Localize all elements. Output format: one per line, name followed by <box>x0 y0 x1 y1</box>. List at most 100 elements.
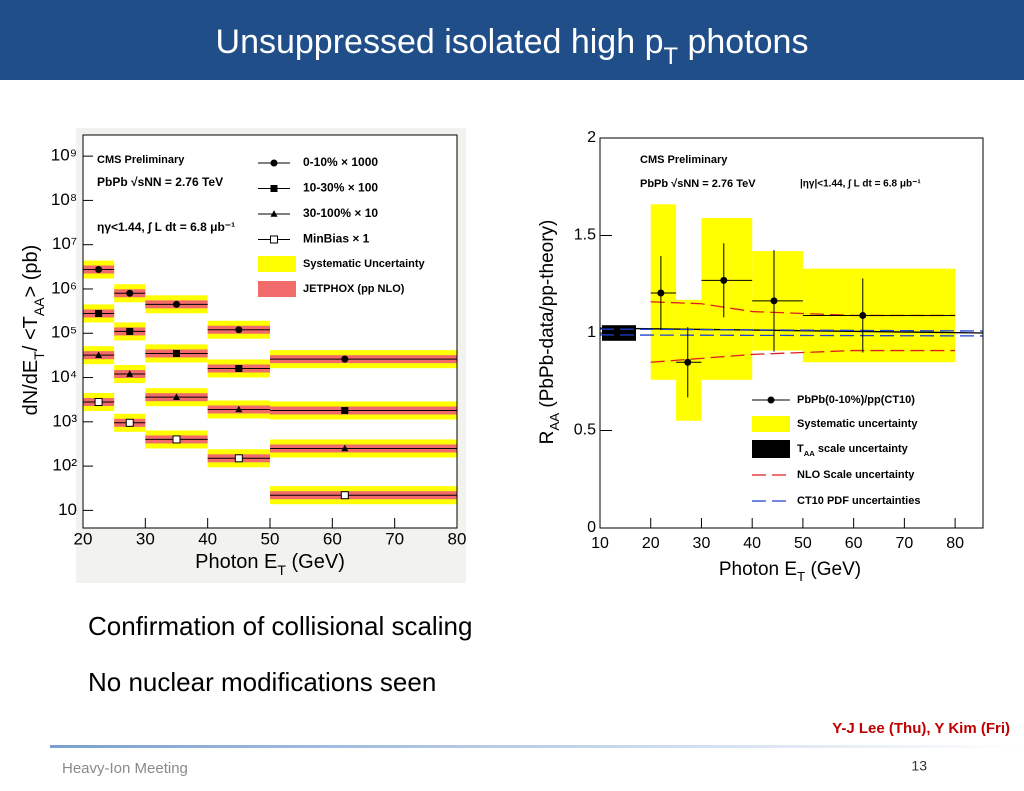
subscript: T <box>31 351 47 360</box>
legend-label: 10-30% × 100 <box>303 181 378 195</box>
bullet: No nuclear modifications seen <box>88 667 436 697</box>
theory-line <box>599 334 984 337</box>
credit: Y-J Lee (Thu), Y Kim (Fri) <box>832 720 1010 737</box>
marker <box>125 418 134 427</box>
x-tick-label: 70 <box>895 535 913 552</box>
legend-label: CT10 PDF uncertainties <box>797 495 920 507</box>
text-part: / <T <box>20 316 42 351</box>
annotation: PbPb √sNN = 2.76 TeV <box>97 175 223 189</box>
y-tick-label: 10⁶ <box>51 278 77 297</box>
annotation: PbPb √sNN = 2.76 TeV <box>640 178 756 190</box>
x-axis-label: Photon ET (GeV) <box>195 551 345 577</box>
legend-marker <box>270 159 278 167</box>
legend-swatch <box>258 256 296 272</box>
legend-label: NLO Scale uncertainty <box>797 469 915 481</box>
subscript: T <box>277 562 286 578</box>
marker <box>341 444 349 452</box>
y-tick-label: 10² <box>52 456 77 475</box>
page-number: 13 <box>911 758 927 774</box>
marker <box>126 370 134 377</box>
marker <box>172 435 181 444</box>
marker <box>94 398 103 407</box>
subscript: AA <box>804 449 816 458</box>
x-tick-label: 30 <box>693 535 711 552</box>
y-tick-label: 0 <box>587 519 596 536</box>
legend-marker <box>270 210 278 217</box>
legend-label: JETPHOX (pp NLO) <box>303 283 405 295</box>
data-point <box>684 358 692 366</box>
y-tick-label: 10⁴ <box>51 367 77 386</box>
legend-label: PbPb(0-10%)/pp(CT10) <box>797 394 915 406</box>
x-tick-label: 70 <box>385 529 404 548</box>
x-tick-label: 50 <box>794 535 812 552</box>
text-part: > (pb) <box>20 245 42 298</box>
legend-marker <box>270 235 278 244</box>
data-point <box>657 289 665 297</box>
text-part: photons <box>678 23 808 61</box>
x-tick-label: 40 <box>198 529 217 548</box>
systematic-box <box>701 217 753 380</box>
marker <box>341 407 349 415</box>
text-part: T <box>797 443 804 455</box>
footer: Heavy-Ion Meeting <box>62 760 188 777</box>
legend-label: 30-100% × 10 <box>303 206 378 220</box>
marker <box>173 300 180 308</box>
y-tick-label: 1 <box>587 324 596 341</box>
x-tick-label: 10 <box>591 535 609 552</box>
text-part: dN/dE <box>20 360 42 416</box>
legend-label: Systematic uncertainty <box>797 418 918 430</box>
y-tick-label: 10 <box>58 500 77 519</box>
text-part: scale uncertainty <box>815 443 909 455</box>
annotation: CMS Preliminary <box>97 154 185 166</box>
y-tick-label: 1.5 <box>574 227 596 244</box>
annotation: CMS Preliminary <box>640 154 728 166</box>
x-tick-label: 80 <box>448 529 467 548</box>
x-axis-label: Photon ET (GeV) <box>719 559 861 584</box>
data-point <box>770 297 778 305</box>
y-tick-label: 10⁵ <box>51 323 77 342</box>
legend-label: Systematic Uncertainty <box>303 258 426 270</box>
legend-swatch <box>752 416 790 432</box>
text-part: Photon E <box>195 551 277 573</box>
y-tick-label: 10⁷ <box>52 234 77 253</box>
marker <box>341 355 349 363</box>
header-bar <box>0 0 1024 80</box>
x-tick-label: 20 <box>74 529 93 548</box>
legend-label: MinBias × 1 <box>303 232 370 246</box>
subscript: T <box>797 569 805 584</box>
legend-marker <box>767 396 775 404</box>
legend-label: 0-10% × 1000 <box>303 155 378 169</box>
y-tick-label: 2 <box>587 129 596 146</box>
theory-line <box>650 349 956 363</box>
legend-swatch <box>258 281 296 297</box>
legend-swatch <box>752 440 790 458</box>
theory-line <box>599 328 984 332</box>
x-tick-label: 50 <box>261 529 280 548</box>
data-point <box>720 276 728 284</box>
slide-title: Unsuppressed isolated high pT photons <box>216 23 809 70</box>
footer-line <box>50 745 1024 748</box>
marker <box>234 454 243 463</box>
marker <box>173 349 180 357</box>
text-part: Photon E <box>719 559 797 580</box>
marker <box>95 266 103 274</box>
marker <box>95 309 103 317</box>
marker <box>95 351 103 358</box>
x-tick-label: 80 <box>946 535 964 552</box>
y-axis-label: RAA (PbPb-data/pp-theory) <box>537 220 562 445</box>
y-tick-label: 10³ <box>52 411 77 430</box>
y-tick-label: 10⁹ <box>51 146 77 165</box>
text-part: Unsuppressed isolated high p <box>216 23 664 61</box>
text-part: (GeV) <box>805 559 861 580</box>
x-tick-label: 60 <box>845 535 863 552</box>
bullet: Confirmation of collisional scaling <box>88 611 472 641</box>
data-point <box>859 311 867 319</box>
x-tick-label: 20 <box>642 535 660 552</box>
subscript: AA <box>547 413 562 431</box>
marker <box>173 393 180 400</box>
marker <box>235 405 243 413</box>
text-part: (GeV) <box>286 551 345 573</box>
marker <box>340 491 349 500</box>
annotation: ηγ<1.44, ∫ L dt = 6.8 μb⁻¹ <box>97 220 235 234</box>
